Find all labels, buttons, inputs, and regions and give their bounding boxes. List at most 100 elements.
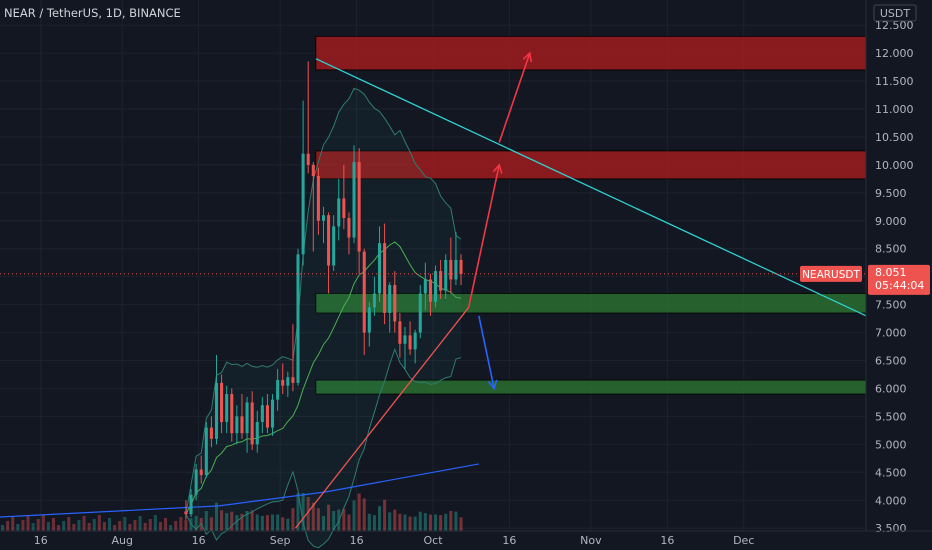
candles[interactable] [184,61,463,520]
candle-body[interactable] [403,335,407,344]
volume-bar [107,518,112,531]
candle-body[interactable] [225,394,229,423]
candle-body[interactable] [235,416,239,434]
candle-body[interactable] [372,293,376,308]
volume-bar [403,514,407,531]
volume-bar [72,524,76,531]
drawings [294,51,867,529]
volume-bar [449,511,453,531]
candle-body[interactable] [189,494,193,515]
candle-body[interactable] [230,394,234,434]
candle-body[interactable] [388,285,392,314]
volume-bar [148,519,152,531]
candle-body[interactable] [311,164,315,177]
volume-bar [434,514,438,531]
volume-bar [113,525,117,531]
candle-body[interactable] [291,377,295,383]
candle-body[interactable] [296,254,300,383]
candle-body[interactable] [434,271,438,302]
candle-body[interactable] [204,427,208,476]
candle-body[interactable] [220,382,224,423]
candle-body[interactable] [342,198,346,218]
volume-bar [276,514,280,531]
candle-body[interactable] [276,380,280,400]
candle-body[interactable] [352,162,356,238]
resistance-zone [315,150,867,180]
candle-body[interactable] [316,176,320,221]
candle-body[interactable] [301,153,305,255]
candle-body[interactable] [245,402,249,434]
price-axis[interactable]: 3.500 4.000 4.500 5.000 5.500 6.000 6.500 7.000… [875,19,914,535]
resistance-zone [315,35,867,71]
candle-body[interactable] [449,259,453,280]
candle-body[interactable] [408,335,412,350]
candle-body[interactable] [459,259,463,274]
candle-body[interactable] [454,259,458,280]
candle-body[interactable] [398,321,402,344]
candle-body[interactable] [439,271,443,291]
candle-body[interactable] [428,279,432,302]
candle-body[interactable] [306,153,310,165]
y-tick-label: 9.500 [875,187,907,200]
x-tick-label: Oct [423,534,443,547]
y-tick-label: 11.000 [875,103,914,116]
candle-body[interactable] [393,285,397,322]
candle-body[interactable] [286,377,290,386]
arrow-head [522,51,533,63]
candle-body[interactable] [255,422,259,445]
candle-body[interactable] [347,217,351,238]
volume-bar [367,513,371,531]
candle-body[interactable] [271,399,275,428]
candle-body[interactable] [367,307,371,333]
zones [315,35,867,395]
price-tag: NEARUSDT 8.051 05:44:04 [800,264,930,295]
volume-bar [26,516,30,531]
candle-body[interactable] [209,427,213,439]
candle-body[interactable] [250,402,254,445]
candle-body[interactable] [260,405,264,423]
candle-body[interactable] [444,259,448,291]
candle-body[interactable] [214,382,219,439]
bollinger-lower [185,347,462,549]
volume-bar [194,515,198,531]
candle-body[interactable] [321,215,326,221]
y-tick-label: 4.000 [875,494,907,507]
candle-body[interactable] [332,226,336,266]
volume-bar [1,525,5,531]
volume-bar [357,493,361,531]
candle-body[interactable] [357,162,361,252]
volume-bar [291,508,295,531]
candle-body[interactable] [194,469,198,495]
candle-body[interactable] [423,279,427,294]
candle-body[interactable] [184,511,188,515]
volume-bar [393,509,397,531]
currency-box[interactable]: USDT [873,4,917,22]
volume-bar [143,523,147,531]
candle-body[interactable] [413,332,417,350]
up-arrow [498,52,531,143]
volume-bar [444,513,448,531]
x-tick-label: 16 [660,534,674,547]
candle-body[interactable] [240,416,244,434]
volume-bar [92,519,96,531]
candle-body[interactable] [281,380,285,386]
candle-body[interactable] [377,243,382,294]
candle-body[interactable] [327,215,331,266]
volume-bar [164,518,168,531]
volume-bar [220,510,224,531]
volume-bar [6,521,10,531]
candle-body[interactable] [337,198,341,227]
candle-body[interactable] [362,251,366,333]
time-axis[interactable]: 16 Aug 16 Sep 16 Oct 16 Nov 16 Dec [34,534,755,547]
y-tick-label: 5.500 [875,410,907,423]
volume-bar [459,517,463,531]
volume-bar [87,523,91,531]
x-tick-label: Aug [112,534,133,547]
volume-bar [36,519,40,531]
candle-body[interactable] [383,243,387,314]
candle-body[interactable] [418,293,422,333]
candle-body[interactable] [199,469,203,476]
candle-body[interactable] [265,405,269,428]
